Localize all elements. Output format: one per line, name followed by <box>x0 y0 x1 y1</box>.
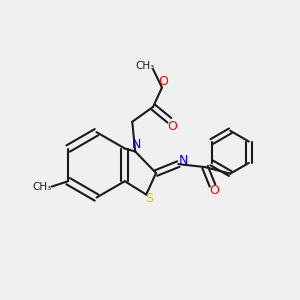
Text: N: N <box>179 154 188 167</box>
Text: N: N <box>132 138 141 152</box>
Text: CH₃: CH₃ <box>33 182 52 192</box>
Text: O: O <box>158 75 168 88</box>
Text: CH₃: CH₃ <box>135 61 154 70</box>
Text: O: O <box>167 120 177 133</box>
Text: S: S <box>145 192 153 205</box>
Text: O: O <box>209 184 219 197</box>
